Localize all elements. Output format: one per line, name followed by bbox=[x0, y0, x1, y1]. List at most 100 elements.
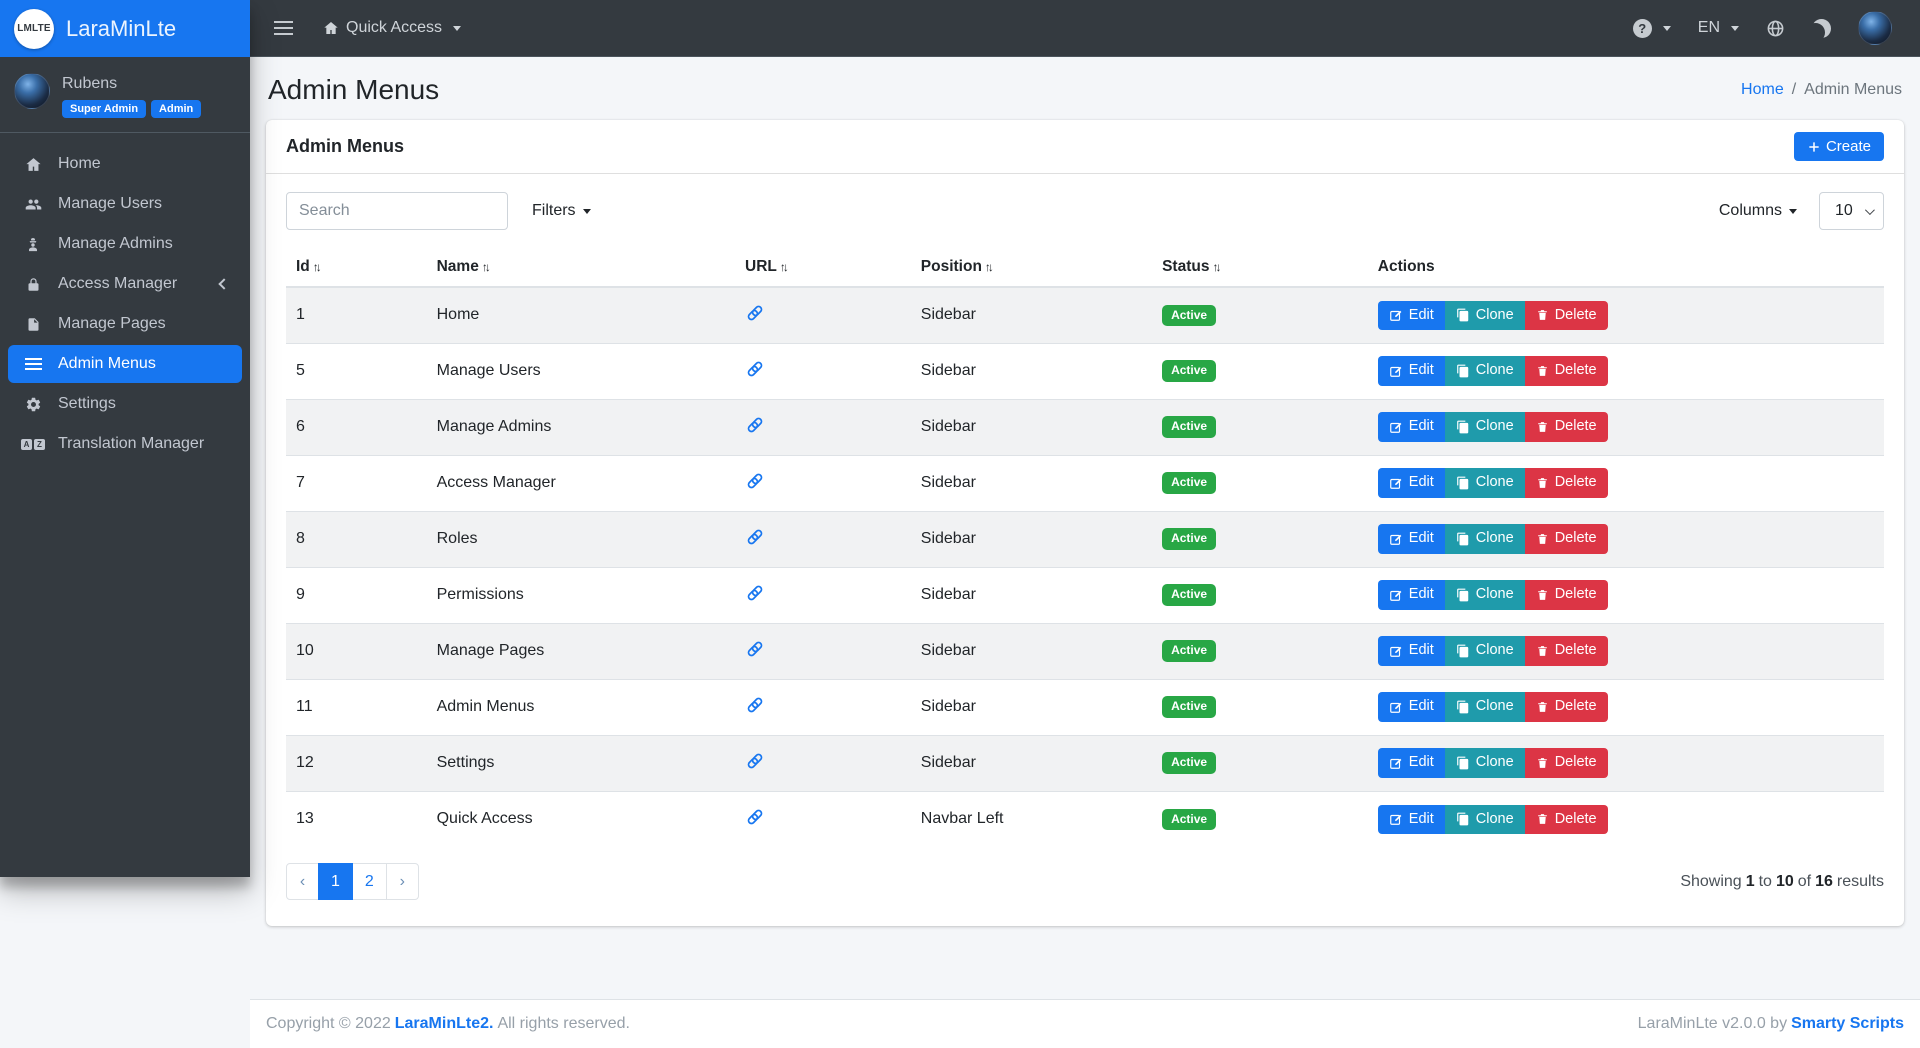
header-position[interactable]: Position ↑↓ bbox=[910, 248, 1153, 288]
url-link-icon[interactable] bbox=[745, 695, 765, 715]
language-icon: A Z bbox=[21, 438, 45, 450]
filters-dropdown[interactable]: Filters bbox=[532, 202, 591, 220]
admin-menus-card: Admin Menus Create Filters Columns bbox=[266, 120, 1904, 926]
delete-button[interactable]: Delete bbox=[1524, 636, 1608, 666]
url-link-icon[interactable] bbox=[745, 751, 765, 771]
edit-button[interactable]: Edit bbox=[1377, 580, 1445, 610]
status-badge: Active bbox=[1162, 472, 1217, 494]
header-name[interactable]: Name ↑↓ bbox=[426, 248, 736, 288]
quick-access-menu[interactable]: Quick Access bbox=[323, 19, 462, 37]
edit-button[interactable]: Edit bbox=[1377, 412, 1445, 442]
delete-button[interactable]: Delete bbox=[1524, 412, 1608, 442]
url-link-icon[interactable] bbox=[745, 359, 765, 379]
status-badge: Active bbox=[1162, 304, 1217, 326]
url-link-icon[interactable] bbox=[745, 471, 765, 491]
clone-button[interactable]: Clone bbox=[1444, 468, 1525, 498]
edit-button[interactable]: Edit bbox=[1377, 804, 1445, 834]
sidebar-toggle-icon[interactable] bbox=[274, 21, 293, 35]
pen-icon bbox=[1389, 590, 1402, 601]
brand[interactable]: LMLTE LaraMinLte bbox=[0, 0, 250, 57]
columns-dropdown[interactable]: Columns bbox=[1719, 202, 1797, 220]
clone-button[interactable]: Clone bbox=[1444, 692, 1525, 722]
pagination-page-1[interactable]: 1 bbox=[318, 863, 353, 900]
delete-button[interactable]: Delete bbox=[1524, 524, 1608, 554]
copy-icon bbox=[1456, 644, 1469, 658]
moon-icon bbox=[1812, 19, 1831, 38]
copy-icon bbox=[1456, 476, 1469, 490]
sidebar-item-access-manager[interactable]: Access Manager bbox=[8, 265, 242, 303]
edit-button[interactable]: Edit bbox=[1377, 524, 1445, 554]
clone-button[interactable]: Clone bbox=[1444, 300, 1525, 330]
edit-button[interactable]: Edit bbox=[1377, 468, 1445, 498]
clone-button[interactable]: Clone bbox=[1444, 524, 1525, 554]
user-avatar[interactable] bbox=[14, 73, 50, 109]
delete-button[interactable]: Delete bbox=[1524, 748, 1608, 778]
header-url[interactable]: URL ↑↓ bbox=[735, 248, 911, 288]
sidebar-item-manage-users[interactable]: Manage Users bbox=[8, 185, 242, 223]
copy-icon bbox=[1456, 364, 1469, 378]
edit-button[interactable]: Edit bbox=[1377, 356, 1445, 386]
sidebar-item-settings[interactable]: Settings bbox=[8, 385, 242, 423]
breadcrumb-home-link[interactable]: Home bbox=[1741, 81, 1784, 98]
user-name[interactable]: Rubens bbox=[62, 75, 118, 92]
help-menu[interactable]: ? bbox=[1632, 18, 1671, 38]
create-button[interactable]: Create bbox=[1793, 132, 1884, 161]
trash-icon bbox=[1537, 590, 1547, 600]
results-summary: Showing 1 to 10 of 16 results bbox=[1680, 872, 1884, 890]
pagination-page-2[interactable]: 2 bbox=[351, 863, 387, 900]
footer: Copyright © 2022 LaraMinLte2. All rights r… bbox=[250, 999, 1920, 1048]
table-row: 10 Manage Pages Sidebar Active bbox=[286, 623, 1884, 679]
clone-button[interactable]: Clone bbox=[1444, 356, 1525, 386]
clone-button[interactable]: Clone bbox=[1444, 804, 1525, 834]
footer-brand-link[interactable]: LaraMinLte2. bbox=[394, 1015, 494, 1032]
breadcrumb: Home / Admin Menus bbox=[1741, 81, 1902, 99]
header-status[interactable]: Status ↑↓ bbox=[1152, 248, 1368, 288]
pagination-next[interactable]: › bbox=[385, 863, 419, 900]
search-input[interactable] bbox=[286, 192, 508, 230]
delete-button[interactable]: Delete bbox=[1524, 692, 1608, 722]
sidebar-item-manage-pages[interactable]: Manage Pages bbox=[8, 305, 242, 343]
url-link-icon[interactable] bbox=[745, 807, 765, 827]
breadcrumb-current: Admin Menus bbox=[1804, 81, 1902, 98]
clone-button[interactable]: Clone bbox=[1444, 636, 1525, 666]
sidebar-item-translation-manager[interactable]: A Z Translation Manager bbox=[8, 425, 242, 463]
edit-button[interactable]: Edit bbox=[1377, 636, 1445, 666]
admin-menus-table: Id ↑↓ Name ↑↓ URL ↑↓ Position ↑↓ Status ↑↓ Ac… bbox=[286, 248, 1884, 847]
footer-vendor-link[interactable]: Smarty Scripts bbox=[1791, 1015, 1904, 1032]
dark-mode-toggle[interactable] bbox=[1812, 19, 1831, 38]
sidebar-item-manage-admins[interactable]: Manage Admins bbox=[8, 225, 242, 263]
status-badge: Active bbox=[1162, 640, 1217, 662]
clone-button[interactable]: Clone bbox=[1444, 412, 1525, 442]
language-menu[interactable]: EN bbox=[1698, 19, 1739, 37]
edit-button[interactable]: Edit bbox=[1377, 748, 1445, 778]
url-link-icon[interactable] bbox=[745, 415, 765, 435]
delete-button[interactable]: Delete bbox=[1524, 356, 1608, 386]
table-row: 7 Access Manager Sidebar Active bbox=[286, 455, 1884, 511]
url-link-icon[interactable] bbox=[745, 527, 765, 547]
trash-icon bbox=[1537, 646, 1547, 656]
pagination-prev[interactable]: ‹ bbox=[286, 863, 319, 900]
edit-button[interactable]: Edit bbox=[1377, 692, 1445, 722]
trash-icon bbox=[1537, 422, 1547, 432]
delete-button[interactable]: Delete bbox=[1524, 804, 1608, 834]
clone-button[interactable]: Clone bbox=[1444, 748, 1525, 778]
url-link-icon[interactable] bbox=[745, 303, 765, 323]
delete-button[interactable]: Delete bbox=[1524, 580, 1608, 610]
sidebar-item-home[interactable]: Home bbox=[8, 145, 242, 183]
navbar-avatar[interactable] bbox=[1858, 11, 1892, 45]
chevron-down-icon bbox=[453, 25, 462, 31]
sidebar-item-admin-menus[interactable]: Admin Menus bbox=[8, 345, 242, 384]
cell-position: Sidebar bbox=[920, 530, 976, 547]
per-page-select[interactable]: 10 bbox=[1819, 192, 1884, 230]
url-link-icon[interactable] bbox=[745, 639, 765, 659]
globe-button[interactable] bbox=[1766, 19, 1785, 38]
cell-id: 7 bbox=[296, 474, 305, 491]
delete-button[interactable]: Delete bbox=[1524, 468, 1608, 498]
sidebar-item-label: Settings bbox=[58, 395, 116, 413]
clone-button[interactable]: Clone bbox=[1444, 580, 1525, 610]
sidebar-item-label: Translation Manager bbox=[58, 435, 205, 453]
header-id[interactable]: Id ↑↓ bbox=[286, 248, 427, 288]
url-link-icon[interactable] bbox=[745, 583, 765, 603]
delete-button[interactable]: Delete bbox=[1524, 300, 1608, 330]
edit-button[interactable]: Edit bbox=[1377, 300, 1445, 330]
